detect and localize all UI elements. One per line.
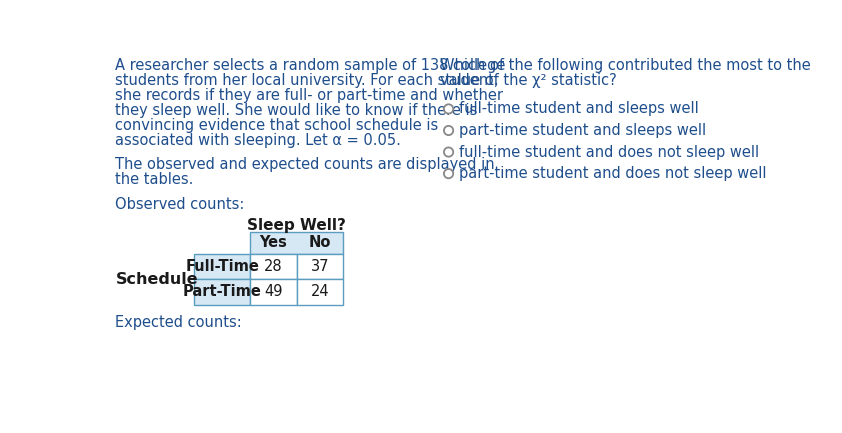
Text: Part-Time: Part-Time (183, 284, 262, 299)
Text: value of the χ² statistic?: value of the χ² statistic? (440, 73, 617, 88)
Text: 24: 24 (311, 284, 329, 299)
Text: Which of the following contributed the most to the: Which of the following contributed the m… (440, 58, 811, 73)
FancyBboxPatch shape (195, 254, 250, 279)
Text: Sleep Well?: Sleep Well? (248, 218, 346, 233)
FancyBboxPatch shape (250, 254, 296, 279)
Text: convincing evidence that school schedule is: convincing evidence that school schedule… (115, 118, 438, 133)
Text: full-time student and sleeps well: full-time student and sleeps well (460, 101, 699, 116)
FancyBboxPatch shape (250, 279, 296, 304)
Circle shape (444, 169, 453, 178)
Text: Observed counts:: Observed counts: (115, 197, 244, 212)
Text: students from her local university. For each student,: students from her local university. For … (115, 73, 498, 88)
Text: the tables.: the tables. (115, 172, 193, 187)
Text: full-time student and does not sleep well: full-time student and does not sleep wel… (460, 145, 759, 159)
Text: she records if they are full- or part-time and whether: she records if they are full- or part-ti… (115, 88, 503, 103)
Text: part-time student and does not sleep well: part-time student and does not sleep wel… (460, 166, 767, 181)
Circle shape (444, 148, 453, 157)
Text: A researcher selects a random sample of 138 college: A researcher selects a random sample of … (115, 58, 505, 73)
Text: 37: 37 (311, 259, 329, 274)
Text: Full-Time: Full-Time (185, 259, 259, 274)
FancyBboxPatch shape (195, 279, 250, 304)
Text: No: No (309, 236, 331, 250)
Text: Expected counts:: Expected counts: (115, 315, 242, 330)
Text: 28: 28 (264, 259, 283, 274)
FancyBboxPatch shape (250, 232, 344, 254)
Circle shape (444, 104, 453, 113)
Text: Schedule: Schedule (116, 271, 199, 287)
FancyBboxPatch shape (296, 254, 344, 279)
Text: part-time student and sleeps well: part-time student and sleeps well (460, 123, 706, 138)
Circle shape (444, 126, 453, 135)
Text: 49: 49 (264, 284, 283, 299)
FancyBboxPatch shape (296, 279, 344, 304)
Text: Yes: Yes (259, 236, 287, 250)
Text: associated with sleeping. Let α = 0.05.: associated with sleeping. Let α = 0.05. (115, 133, 401, 148)
Text: The observed and expected counts are displayed in: The observed and expected counts are dis… (115, 158, 494, 172)
Text: they sleep well. She would like to know if there is: they sleep well. She would like to know … (115, 103, 477, 118)
